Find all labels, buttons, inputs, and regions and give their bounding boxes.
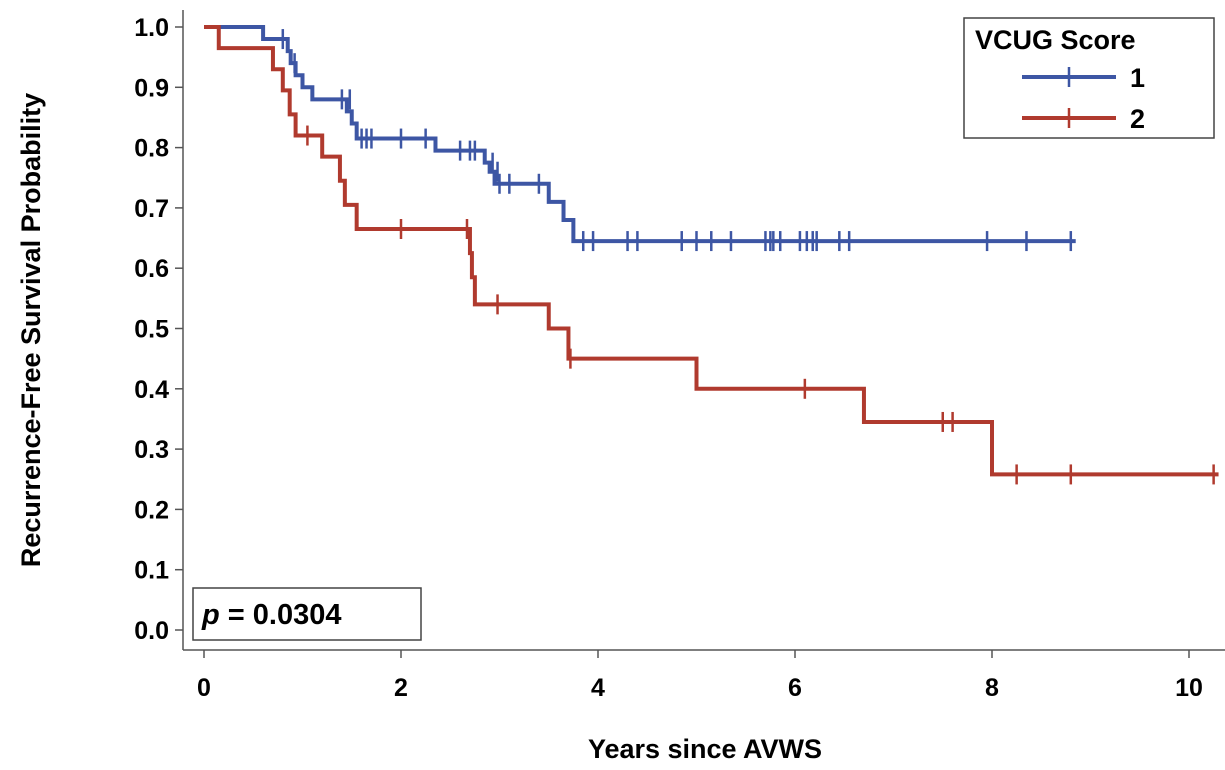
legend-label: 2	[1130, 104, 1145, 134]
y-tick-label: 0.1	[134, 557, 169, 585]
series-2	[204, 25, 1219, 485]
x-axis-title: Years since AVWS	[588, 734, 822, 764]
y-axis: 0.0 0.1 0.2 0.3 0.4 0.5 0.6 0.7 0.8 0.9 1.0	[134, 10, 184, 650]
y-tick-label: 0.6	[134, 255, 169, 283]
y-tick-label: 0.8	[134, 135, 169, 163]
p-value-annotation: p = 0.0304	[192, 587, 422, 641]
y-tick-label: 0.7	[134, 195, 169, 223]
p-value-text: p = 0.0304	[201, 599, 341, 631]
x-tick-label: 0	[197, 674, 211, 702]
x-tick-label: 2	[394, 674, 408, 702]
legend-entry-1: 1	[1022, 63, 1145, 93]
p-value-box	[192, 587, 422, 641]
y-tick-label: 0.4	[134, 376, 169, 404]
y-tick-label: 0.5	[134, 316, 169, 344]
y-tick-label: 1.0	[134, 14, 169, 42]
x-tick-label: 6	[788, 674, 802, 702]
y-axis-title: Recurrence-Free Survival Probability	[16, 93, 46, 567]
legend-entries: 12	[1022, 63, 1145, 134]
y-tick-label: 0.9	[134, 74, 169, 102]
series-1	[204, 25, 1076, 252]
legend-entry-2: 2	[1022, 104, 1145, 134]
y-tick-label: 0.2	[134, 496, 169, 524]
y-tick-label: 0.0	[134, 617, 169, 645]
legend-label: 1	[1130, 63, 1145, 93]
series-line-2	[204, 25, 1219, 477]
p-value-value: = 0.0304	[220, 599, 342, 631]
series-line-1	[204, 25, 1076, 244]
legend: VCUG Score 12	[963, 17, 1215, 139]
x-axis: 0 2 4 6 8 10	[183, 649, 1225, 702]
legend-title: VCUG Score	[975, 25, 1136, 55]
x-tick-label: 8	[985, 674, 999, 702]
plot-area	[204, 25, 1219, 485]
x-tick-label: 4	[591, 674, 605, 702]
p-value-prefix: p	[201, 599, 220, 631]
y-tick-label: 0.3	[134, 436, 169, 464]
x-tick-label: 10	[1175, 674, 1203, 702]
